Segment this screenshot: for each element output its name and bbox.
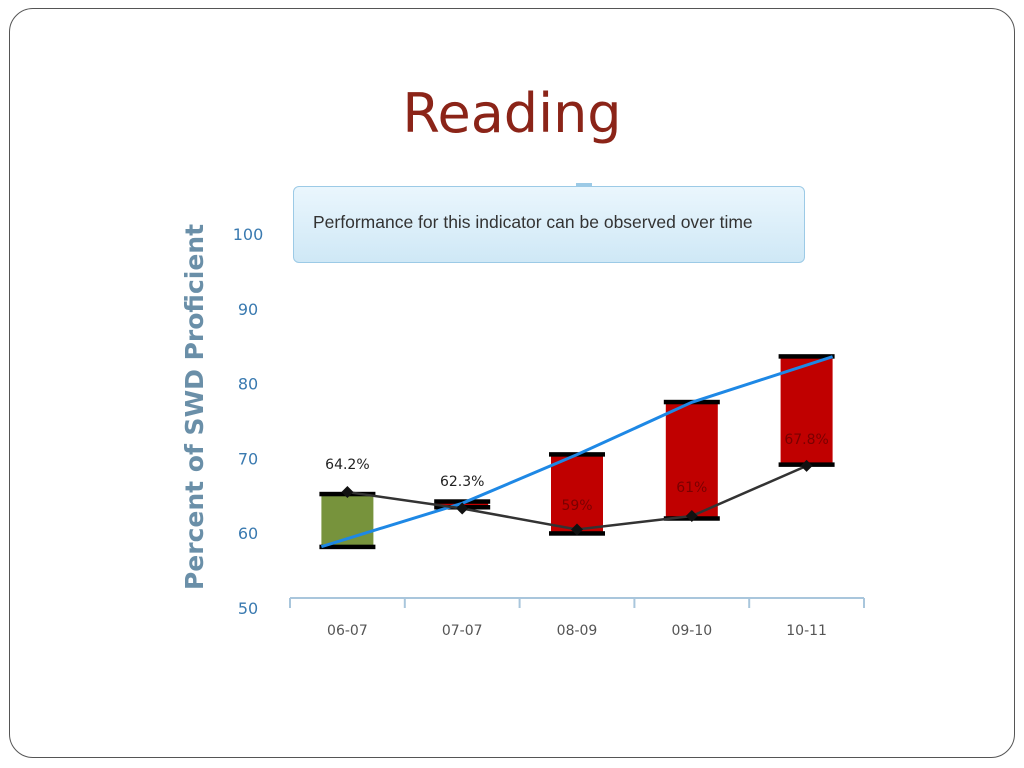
data-point: [571, 523, 583, 536]
bar: [780, 356, 833, 465]
bar-cap-top: [434, 499, 491, 504]
callout-text: Performance for this indicator can be ob…: [313, 212, 753, 232]
data-point: [800, 459, 813, 472]
data-point: [456, 502, 469, 515]
data-point: [341, 486, 354, 499]
y-tick-label: 50: [238, 599, 258, 618]
x-tick-label: 09-10: [671, 623, 712, 639]
bar-cap-bottom: [319, 544, 376, 550]
y-tick-label: 80: [238, 375, 258, 394]
y-axis-title: Percent of SWD Proficient: [180, 224, 209, 590]
x-tick-label: 07-07: [442, 623, 483, 639]
bar: [551, 454, 603, 534]
series-line-target: [320, 355, 834, 549]
callout-pointer: [576, 183, 592, 187]
x-tick-label: 10-11: [786, 623, 827, 639]
y-tick-label: 60: [238, 524, 258, 543]
data-point: [685, 509, 698, 522]
data-label: 64.2%: [325, 457, 369, 473]
data-label: 62.3%: [440, 474, 484, 490]
callout-box: Performance for this indicator can be ob…: [293, 186, 805, 263]
bar: [665, 402, 718, 519]
x-tick-label: 06-07: [327, 623, 368, 639]
bar-cap-top: [778, 354, 835, 359]
data-label: 61%: [676, 480, 707, 496]
slide-title: Reading: [402, 82, 622, 145]
data-label: 59%: [561, 498, 592, 514]
y-tick-label: 90: [238, 300, 258, 319]
y-tick-label: 100: [233, 225, 264, 244]
data-label: 67.8%: [784, 432, 828, 448]
x-tick-label: 08-09: [557, 623, 598, 639]
slide-frame: [9, 8, 1015, 758]
y-tick-label: 70: [238, 449, 258, 468]
